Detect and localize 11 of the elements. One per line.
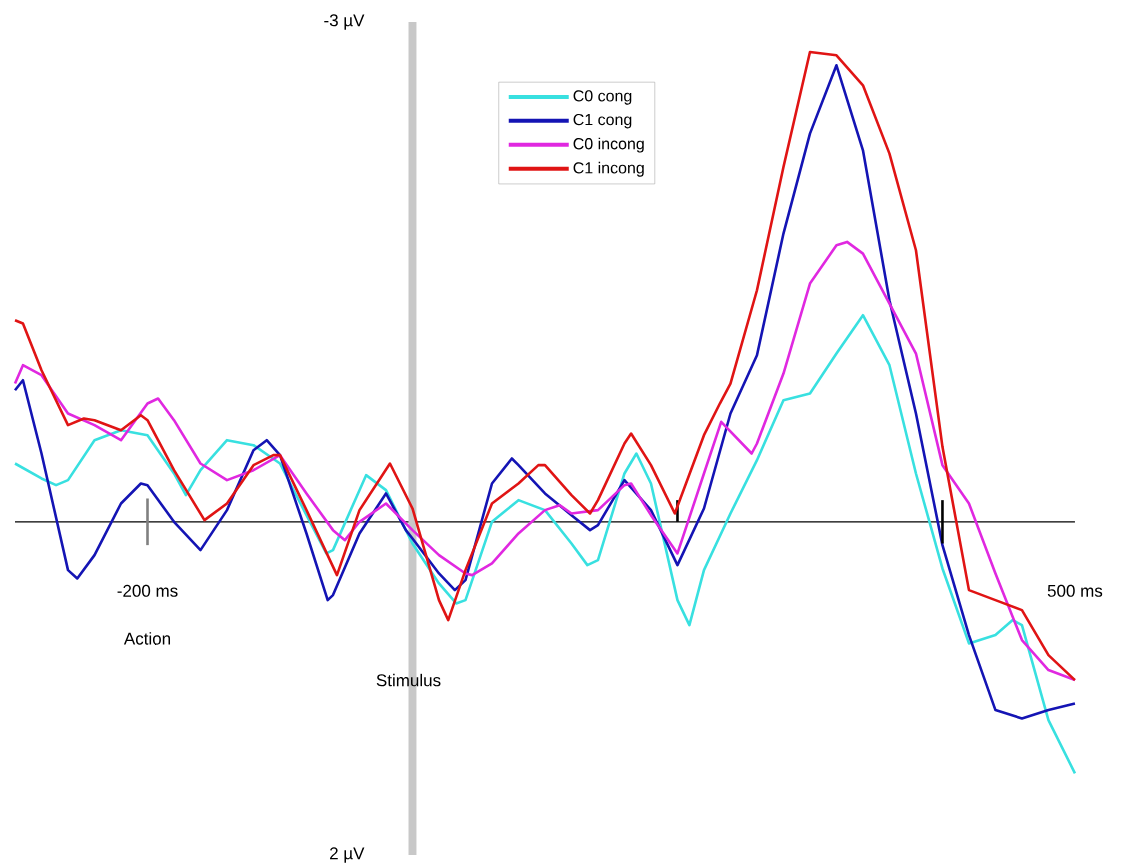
x-tick-label: 500 ms bbox=[1047, 584, 1103, 597]
y-tick-label: 2 µV bbox=[330, 847, 365, 863]
annotation: Action bbox=[123, 632, 171, 645]
band-label: Stimulus bbox=[376, 673, 441, 687]
legend-label: C0 incong bbox=[573, 137, 644, 153]
line-series bbox=[13, 313, 1077, 775]
x-tick-label: -200 ms bbox=[117, 584, 178, 597]
legend-label: C0 cong bbox=[573, 90, 632, 105]
y-tick-label: -3 µV bbox=[324, 14, 365, 30]
legend-label: C1 incong bbox=[573, 161, 644, 177]
legend-label: C1 cong bbox=[573, 113, 632, 129]
